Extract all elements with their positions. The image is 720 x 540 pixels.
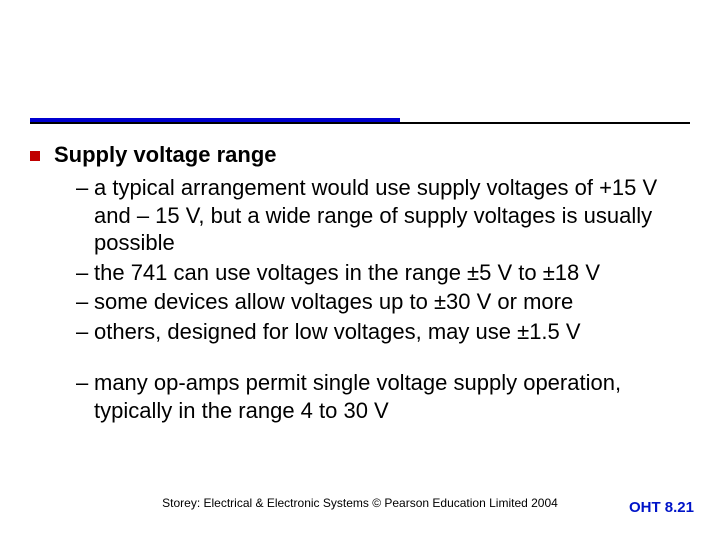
list-item-text: the 741 can use voltages in the range ±5…: [94, 259, 600, 287]
bullet-square-icon: [30, 151, 40, 161]
list-item: – the 741 can use voltages in the range …: [76, 259, 690, 287]
list-item: – a typical arrangement would use supply…: [76, 174, 690, 257]
copyright-text: Storey: Electrical & Electronic Systems …: [0, 496, 720, 510]
heading-text: Supply voltage range: [54, 142, 277, 168]
footer: Storey: Electrical & Electronic Systems …: [0, 496, 720, 516]
list-item: – many op-amps permit single voltage sup…: [76, 369, 690, 424]
dash-icon: –: [76, 259, 94, 287]
page-number: OHT 8.21: [629, 499, 694, 516]
list-item-text: others, designed for low voltages, may u…: [94, 318, 581, 346]
divider-rule: [30, 118, 690, 124]
list-item-text: some devices allow voltages up to ±30 V …: [94, 288, 573, 316]
list-item-text: many op-amps permit single voltage suppl…: [94, 369, 690, 424]
dash-icon: –: [76, 369, 94, 397]
dash-icon: –: [76, 174, 94, 202]
slide: Supply voltage range – a typical arrange…: [0, 0, 720, 540]
list-gap: [76, 347, 690, 369]
list-item-text: a typical arrangement would use supply v…: [94, 174, 690, 257]
dash-icon: –: [76, 288, 94, 316]
dash-icon: –: [76, 318, 94, 346]
list-item: – others, designed for low voltages, may…: [76, 318, 690, 346]
list-item: – some devices allow voltages up to ±30 …: [76, 288, 690, 316]
sub-bullet-list: – a typical arrangement would use supply…: [76, 174, 690, 424]
bullet-heading-row: Supply voltage range: [30, 142, 690, 168]
content-area: Supply voltage range – a typical arrange…: [30, 142, 690, 426]
rule-black: [30, 122, 690, 124]
